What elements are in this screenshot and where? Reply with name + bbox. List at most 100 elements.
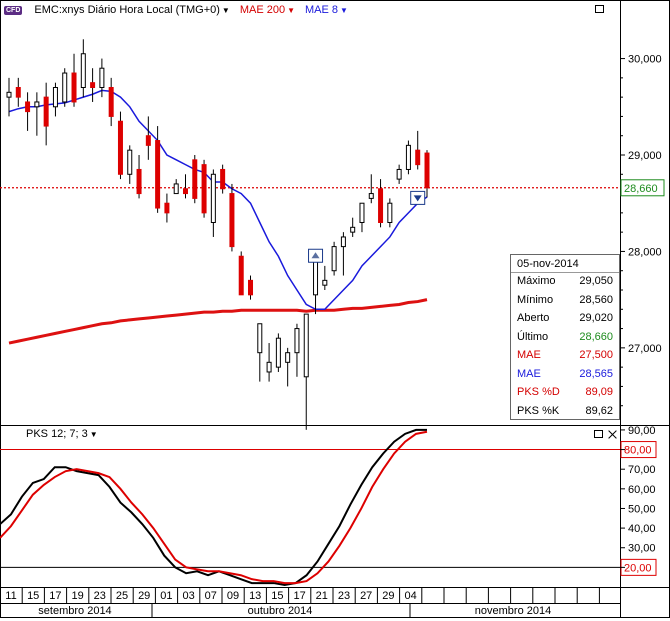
candle-down [90,82,96,89]
date-label: 19 [71,590,83,602]
candle-up [322,279,328,286]
osc-tick-label: 70,00 [628,464,656,476]
info-row-value: 89,62 [585,404,613,417]
osc-tick-label: 50,00 [628,503,656,515]
candle-up [173,183,179,195]
date-label: 23 [338,590,350,602]
candle-down [201,164,207,214]
price-tick-label: 28,000 [628,246,662,258]
candle-up [387,202,393,223]
date-label: 17 [293,590,305,602]
candle-down [145,135,151,146]
info-row-label: PKS %K [517,404,560,417]
candle-down [248,279,254,296]
date-label: 03 [182,590,194,602]
info-row-value: 28,565 [579,367,613,380]
info-row: MAE 27,500 [511,347,619,366]
mae200-indicator-menu[interactable]: MAE 200 ▼ [240,4,295,16]
mae8-line [8,89,428,311]
candle-up [99,67,105,89]
info-row: Mínimo 28,560 [511,292,619,311]
candle-down [15,87,21,98]
month-label: setembro 2014 [38,605,111,617]
candle-down [117,120,123,175]
info-row: PKS %K 89,62 [511,403,619,422]
info-row-label: MAE [517,367,541,380]
candle-down [25,101,31,113]
candle-down [155,140,161,209]
candle-up [294,328,300,354]
candle-down [378,188,384,223]
signal-down-arrow [413,195,422,202]
mae200-line [8,298,428,345]
mae8-indicator-menu[interactable]: MAE 8 ▼ [305,4,348,16]
level-label: 80,00 [624,445,652,457]
candle-down [71,72,77,103]
candle-up [266,361,272,373]
last-price-box [620,179,665,197]
date-label: 25 [116,590,128,602]
candle-up [6,91,12,98]
candle-down [238,255,244,296]
maximize-main-icon[interactable] [595,5,604,13]
signal-up-arrow [311,252,320,259]
date-label: 15 [271,590,283,602]
maximize-sub-icon[interactable] [594,430,603,438]
last-price-label: 28,660 [624,183,658,195]
pks-d-line [0,430,428,585]
date-label: 11 [5,590,16,602]
candle-down [108,87,114,117]
candle-up [127,149,133,175]
date-label: 13 [249,590,261,602]
osc-tick-label: 30,00 [628,543,656,555]
candle-up [52,87,58,108]
date-label: 21 [316,590,328,602]
candle-up [210,173,216,224]
month-label: novembro 2014 [475,605,551,617]
candle-up [405,144,411,170]
candle-up [80,53,86,88]
date-label: 27 [360,590,372,602]
candle-down [136,168,142,195]
info-row-value: 29,050 [579,275,613,287]
price-tick-label: 29,000 [628,150,662,162]
date-label: 04 [404,590,416,602]
candle-up [340,236,346,248]
info-row-label: Último [517,330,549,343]
oscillator-label: PKS 12; 7; 3 [26,428,88,440]
info-row: Máximo 29,050 [511,273,619,292]
candle-up [285,352,291,363]
info-row-label: PKS %D [517,386,560,398]
candle-down [220,168,226,190]
osc-tick-label: 90,00 [628,425,656,437]
info-row: PKS %D 89,09 [511,384,619,403]
info-row-label: Máximo [517,275,556,287]
candle-up [331,246,337,272]
date-label: 29 [138,590,150,602]
osc-tick-label: 60,00 [628,484,656,496]
info-row-value: 89,09 [585,386,613,398]
candle-up [368,193,374,199]
info-row-value: 27,500 [579,349,613,361]
mae200-label: MAE 200 [239,4,286,16]
candle-up [313,260,319,296]
info-date: 05-nov-2014 [511,255,619,273]
info-row-value: 28,660 [579,330,613,343]
close-sub-icon[interactable] [608,430,617,438]
candle-down [182,188,188,195]
osc-tick-label: 40,00 [628,523,656,535]
instrument-title[interactable]: EMC:xnys Diário Hora Local (TMG+0) ▼ [34,4,229,16]
mae8-dropdown-icon: ▼ [340,6,348,15]
oscillator-header[interactable]: PKS 12; 7; 3 ▼ [26,428,98,440]
date-label: 17 [49,590,61,602]
candle-up [396,168,402,180]
candle-down [424,152,430,189]
mae200-dropdown-icon: ▼ [287,6,296,15]
level-label: 20,00 [624,562,652,574]
candle-up [34,101,40,108]
date-label: 15 [27,590,39,602]
candle-up [350,226,356,233]
candle-up [275,337,281,368]
